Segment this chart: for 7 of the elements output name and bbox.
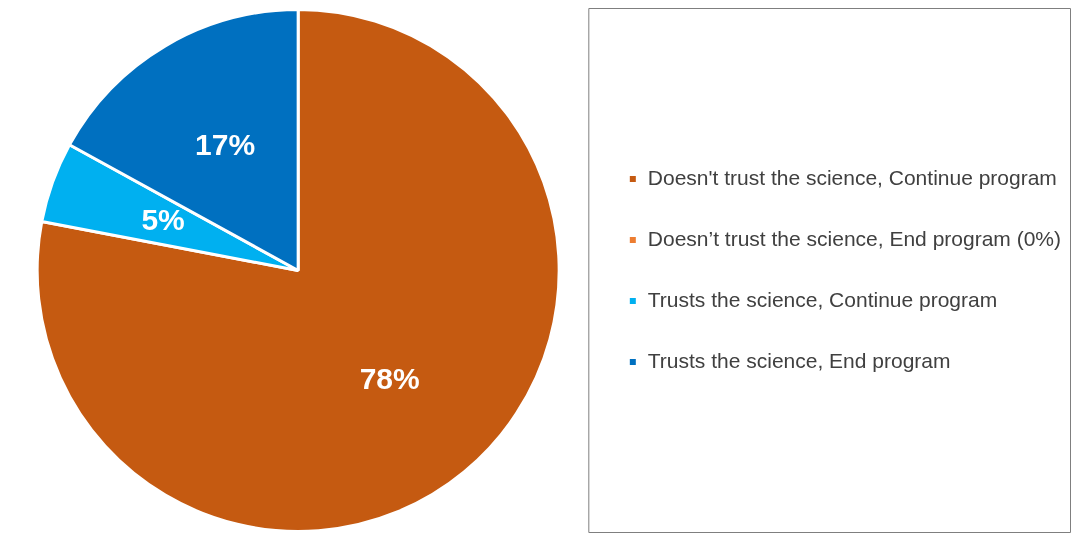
data-label: 17%	[195, 128, 256, 162]
legend-label: Trusts the science, End program	[647, 348, 951, 372]
data-label: 5%	[141, 203, 185, 237]
legend-label: Trusts the science, Continue program	[647, 287, 998, 311]
data-label: 78%	[359, 362, 420, 396]
legend-label: Doesn’t trust the science, End program (0%)	[647, 226, 1062, 250]
legend-label: Doesn't trust the science, Continue program	[647, 165, 1057, 189]
